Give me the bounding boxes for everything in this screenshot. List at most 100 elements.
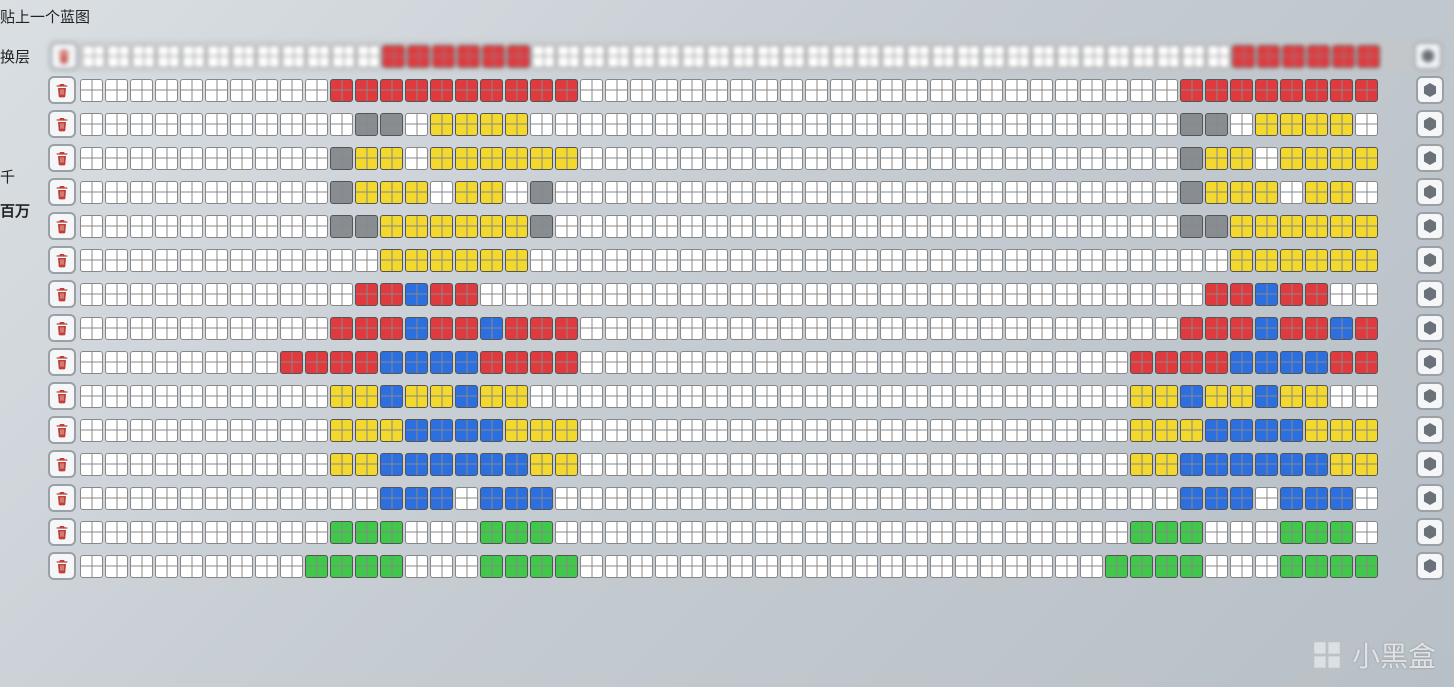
shape-cell[interactable] xyxy=(282,45,305,68)
shape-cell[interactable] xyxy=(632,45,655,68)
shape-cell[interactable] xyxy=(555,385,578,408)
shape-cell[interactable] xyxy=(505,283,528,306)
shape-cell[interactable] xyxy=(1130,79,1153,102)
shape-cell[interactable] xyxy=(505,555,528,578)
shape-cell[interactable] xyxy=(1280,521,1303,544)
shape-cell[interactable] xyxy=(905,249,928,272)
shape-cell[interactable] xyxy=(655,419,678,442)
shape-cell[interactable] xyxy=(980,181,1003,204)
shape-cell[interactable] xyxy=(630,317,653,340)
shape-cell[interactable] xyxy=(1055,351,1078,374)
shape-cell[interactable] xyxy=(955,113,978,136)
shape-cell[interactable] xyxy=(180,215,203,238)
shape-cell[interactable] xyxy=(330,181,353,204)
shape-cell[interactable] xyxy=(880,215,903,238)
shape-cell[interactable] xyxy=(330,79,353,102)
shape-cell[interactable] xyxy=(1305,147,1328,170)
shape-cell[interactable] xyxy=(330,419,353,442)
shape-cell[interactable] xyxy=(880,419,903,442)
shape-cell[interactable] xyxy=(605,351,628,374)
shape-cell[interactable] xyxy=(380,317,403,340)
shape-cell[interactable] xyxy=(530,351,553,374)
shape-cell[interactable] xyxy=(80,215,103,238)
shape-cell[interactable] xyxy=(1355,215,1378,238)
shape-cell[interactable] xyxy=(1055,487,1078,510)
shape-cell[interactable] xyxy=(380,487,403,510)
shape-cell[interactable] xyxy=(1080,147,1103,170)
shape-cell[interactable] xyxy=(1055,147,1078,170)
delete-row-button[interactable] xyxy=(48,314,76,342)
shape-cell[interactable] xyxy=(330,351,353,374)
shape-cell[interactable] xyxy=(155,521,178,544)
shape-cell[interactable] xyxy=(80,147,103,170)
shape-cell[interactable] xyxy=(180,453,203,476)
shape-cell[interactable] xyxy=(505,385,528,408)
shape-cell[interactable] xyxy=(255,351,278,374)
shape-cell[interactable] xyxy=(105,351,128,374)
shape-cell[interactable] xyxy=(405,555,428,578)
shape-cell[interactable] xyxy=(105,79,128,102)
shape-cell[interactable] xyxy=(255,521,278,544)
shape-cell[interactable] xyxy=(307,45,330,68)
shape-cell[interactable] xyxy=(555,521,578,544)
shape-cell[interactable] xyxy=(1107,45,1130,68)
shape-cell[interactable] xyxy=(605,555,628,578)
shape-cell[interactable] xyxy=(607,45,630,68)
shape-cell[interactable] xyxy=(480,385,503,408)
shape-cell[interactable] xyxy=(957,45,980,68)
shape-cell[interactable] xyxy=(405,351,428,374)
shape-cell[interactable] xyxy=(530,113,553,136)
shape-cell[interactable] xyxy=(805,79,828,102)
shape-cell[interactable] xyxy=(1255,453,1278,476)
shape-cell[interactable] xyxy=(805,113,828,136)
shape-cell[interactable] xyxy=(180,555,203,578)
shape-cell[interactable] xyxy=(630,283,653,306)
shape-cell[interactable] xyxy=(855,283,878,306)
shape-cell[interactable] xyxy=(280,249,303,272)
shape-cell[interactable] xyxy=(255,79,278,102)
shape-cell[interactable] xyxy=(880,487,903,510)
shape-cell[interactable] xyxy=(955,351,978,374)
shape-cell[interactable] xyxy=(1030,385,1053,408)
shape-cell[interactable] xyxy=(405,385,428,408)
shape-cell[interactable] xyxy=(705,215,728,238)
shape-cell[interactable] xyxy=(230,79,253,102)
shape-cell[interactable] xyxy=(555,283,578,306)
shape-cell[interactable] xyxy=(855,249,878,272)
shape-cell[interactable] xyxy=(1280,453,1303,476)
shape-cell[interactable] xyxy=(430,79,453,102)
shape-cell[interactable] xyxy=(1355,385,1378,408)
shape-cell[interactable] xyxy=(1130,351,1153,374)
shape-cell[interactable] xyxy=(557,45,580,68)
shape-cell[interactable] xyxy=(405,181,428,204)
shape-cell[interactable] xyxy=(1205,487,1228,510)
shape-cell[interactable] xyxy=(1105,79,1128,102)
shape-cell[interactable] xyxy=(1255,79,1278,102)
shape-cell[interactable] xyxy=(1080,453,1103,476)
shape-cell[interactable] xyxy=(1255,317,1278,340)
shape-cell[interactable] xyxy=(830,147,853,170)
shape-cell[interactable] xyxy=(530,147,553,170)
shape-cell[interactable] xyxy=(1130,113,1153,136)
delete-row-button[interactable] xyxy=(50,42,78,70)
shape-cell[interactable] xyxy=(680,555,703,578)
shape-cell[interactable] xyxy=(455,453,478,476)
shape-cell[interactable] xyxy=(880,385,903,408)
shape-cell[interactable] xyxy=(580,453,603,476)
shape-cell[interactable] xyxy=(1180,385,1203,408)
shape-cell[interactable] xyxy=(505,453,528,476)
shape-cell[interactable] xyxy=(155,181,178,204)
shape-cell[interactable] xyxy=(630,419,653,442)
shape-cell[interactable] xyxy=(1230,351,1253,374)
shape-cell[interactable] xyxy=(1055,317,1078,340)
shape-cell[interactable] xyxy=(405,487,428,510)
shape-cell[interactable] xyxy=(582,45,605,68)
shape-cell[interactable] xyxy=(1130,147,1153,170)
shape-cell[interactable] xyxy=(580,317,603,340)
shape-cell[interactable] xyxy=(105,249,128,272)
shape-cell[interactable] xyxy=(1180,181,1203,204)
shape-cell[interactable] xyxy=(805,351,828,374)
shape-cell[interactable] xyxy=(1055,453,1078,476)
shape-cell[interactable] xyxy=(755,113,778,136)
shape-cell[interactable] xyxy=(930,521,953,544)
